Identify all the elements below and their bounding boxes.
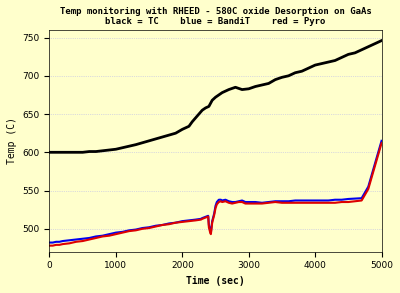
Title: Temp monitoring with RHEED - 580C oxide Desorption on GaAs
black = TC    blue = : Temp monitoring with RHEED - 580C oxide … <box>60 7 371 26</box>
X-axis label: Time (sec): Time (sec) <box>186 276 245 286</box>
Y-axis label: Temp (C): Temp (C) <box>7 117 17 164</box>
